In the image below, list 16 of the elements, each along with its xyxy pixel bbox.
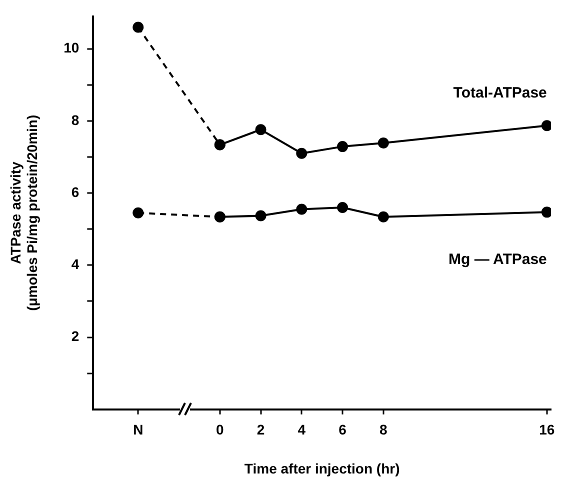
x-tick-label: 0	[216, 422, 224, 438]
y-tick-label: 10	[64, 40, 80, 56]
x-axis-title: Time after injection (hr)	[244, 460, 400, 476]
x-tick-label: 16	[539, 422, 555, 438]
x-tick-label: N	[133, 422, 144, 438]
y-tick-label: 6	[71, 184, 80, 200]
y-tick-label: 2	[71, 328, 80, 344]
x-tick-label: 8	[380, 422, 388, 438]
text: Mg — ATPase	[448, 251, 547, 268]
series-label: Total-ATPase	[453, 84, 547, 102]
x-tick-label: 4	[298, 422, 306, 438]
x-tick-label: 2	[256, 422, 265, 438]
x-tick-label: 6	[338, 422, 347, 438]
y-tick-label: 8	[71, 112, 80, 128]
y-axis-title: ATPase activity (μmoles Pi/mg protein/20min)	[7, 114, 40, 311]
y-tick-label: 4	[71, 256, 80, 272]
